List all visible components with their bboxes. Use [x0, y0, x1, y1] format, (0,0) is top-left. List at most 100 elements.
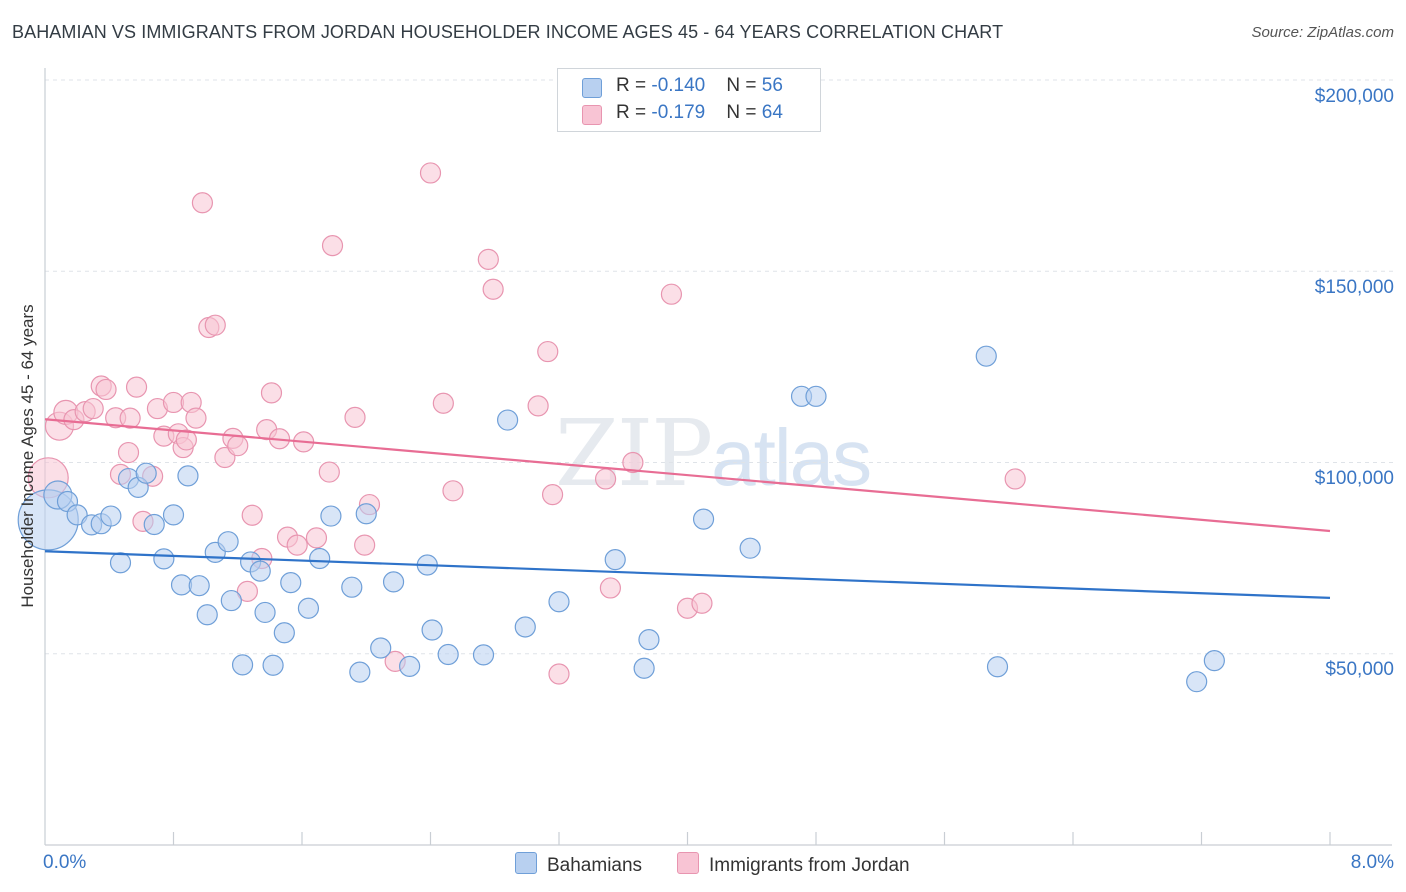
point-jordan-23: [191, 192, 214, 214]
point-bahamians-13: [162, 504, 185, 526]
trend-lines: [44, 418, 1331, 600]
bahamians-r-label: R =: [616, 75, 652, 96]
point-bahamians-26: [273, 622, 295, 644]
point-jordan-52: [541, 484, 564, 506]
point-jordan-59: [691, 592, 713, 614]
jordan-r-value: -0.179: [651, 102, 706, 123]
point-jordan-29: [236, 580, 258, 603]
point-bahamians-11: [143, 513, 165, 536]
point-bahamians-30: [320, 505, 342, 527]
point-bahamians-32: [349, 661, 371, 683]
point-bahamians-28: [297, 597, 320, 619]
point-bahamians-52: [986, 656, 1009, 678]
x-tick-label-max: 8.0%: [1350, 852, 1394, 873]
point-bahamians-43: [548, 591, 570, 613]
point-jordan-38: [305, 527, 328, 549]
bahamians-n-value: 56: [761, 75, 783, 96]
y-tick-label-200000: $200,000: [1314, 86, 1394, 107]
y-tick-label-150000: $150,000: [1314, 277, 1394, 298]
point-bahamians-38: [421, 619, 443, 641]
point-bahamians-42: [514, 616, 536, 638]
bahamians-r-value: -0.140: [651, 75, 706, 96]
point-bahamians-14: [170, 574, 193, 596]
point-jordan-25: [204, 314, 226, 336]
point-jordan-56: [622, 451, 644, 474]
series-bahamians-points: [17, 345, 1225, 693]
legend-bahamians-label: Bahamians: [547, 855, 643, 876]
jordan-r-label: R =: [616, 102, 652, 123]
point-jordan-53: [548, 663, 570, 685]
point-jordan-39: [318, 461, 340, 483]
point-bahamians-36: [399, 655, 421, 677]
point-bahamians-48: [739, 537, 761, 559]
point-jordan-30: [241, 504, 263, 526]
point-bahamians-7: [109, 552, 132, 574]
point-jordan-12: [125, 376, 148, 398]
legend-item-jordan[interactable]: Immigrants from Jordan: [677, 852, 910, 877]
point-bahamians-20: [220, 589, 242, 612]
point-jordan-10: [117, 441, 140, 464]
point-bahamians-31: [341, 576, 363, 598]
point-jordan-22: [185, 407, 207, 429]
point-bahamians-39: [437, 643, 459, 666]
trend-line-jordan: [44, 418, 1331, 533]
y-tick-label-50000: $50,000: [1325, 659, 1394, 680]
watermark: ZIPatlas: [555, 400, 872, 507]
stats-box: R = -0.140 N = 56 R = -0.179 N = 64: [557, 68, 821, 132]
point-jordan-40: [321, 235, 344, 257]
point-jordan-42: [354, 534, 376, 556]
bahamians-swatch: [582, 78, 602, 98]
point-jordan-17: [162, 391, 185, 414]
point-bahamians-6: [100, 505, 122, 527]
point-jordan-47: [442, 480, 464, 502]
point-bahamians-10: [135, 462, 157, 484]
point-jordan-57: [660, 283, 683, 305]
point-bahamians-33: [355, 503, 377, 525]
point-bahamians-47: [692, 508, 715, 530]
point-jordan-49: [482, 278, 504, 300]
point-bahamians-27: [280, 572, 302, 594]
point-jordan-50: [527, 395, 549, 417]
legend-item-bahamians[interactable]: Bahamians: [515, 852, 642, 877]
point-bahamians-40: [472, 644, 495, 666]
point-bahamians-44: [604, 549, 626, 571]
point-bahamians-46: [638, 628, 660, 651]
point-bahamians-54: [1203, 650, 1225, 672]
point-jordan-46: [432, 392, 454, 414]
point-jordan-11: [119, 407, 141, 429]
watermark-atlas: atlas: [711, 413, 872, 502]
x-tick-label-min: 0.0%: [43, 852, 87, 873]
point-jordan-48: [477, 248, 499, 270]
point-jordan-28: [227, 435, 249, 457]
point-bahamians-25: [262, 654, 284, 676]
point-bahamians-15: [177, 465, 199, 487]
point-bahamians-50: [805, 385, 827, 407]
legend-jordan-swatch: [677, 852, 699, 874]
point-bahamians-34: [370, 637, 392, 659]
point-bahamians-41: [497, 409, 519, 431]
legend-bahamians-swatch: [515, 852, 537, 874]
point-bahamians-29: [309, 547, 331, 570]
point-jordan-41: [344, 406, 366, 428]
point-bahamians-53: [1186, 671, 1208, 693]
point-bahamians-3: [66, 504, 88, 526]
point-jordan-60: [1004, 468, 1026, 490]
point-bahamians-45: [633, 657, 655, 679]
point-jordan-45: [419, 162, 442, 184]
chart-title: BAHAMIAN VS IMMIGRANTS FROM JORDAN HOUSE…: [12, 22, 1004, 42]
jordan-n-value: 64: [761, 102, 783, 123]
point-jordan-54: [594, 468, 617, 490]
point-bahamians-17: [196, 604, 218, 626]
series-jordan-points: [27, 162, 1026, 685]
point-jordan-20: [175, 429, 197, 451]
point-bahamians-35: [382, 571, 405, 593]
point-bahamians-23: [249, 560, 271, 582]
point-bahamians-16: [188, 575, 210, 597]
point-jordan-5: [82, 397, 104, 420]
y-tick-label-100000: $100,000: [1314, 468, 1394, 489]
jordan-swatch: [582, 105, 602, 125]
point-jordan-7: [95, 378, 117, 401]
y-axis-title: Householder Income Ages 45 - 64 years: [18, 304, 37, 608]
point-bahamians-24: [254, 601, 276, 624]
